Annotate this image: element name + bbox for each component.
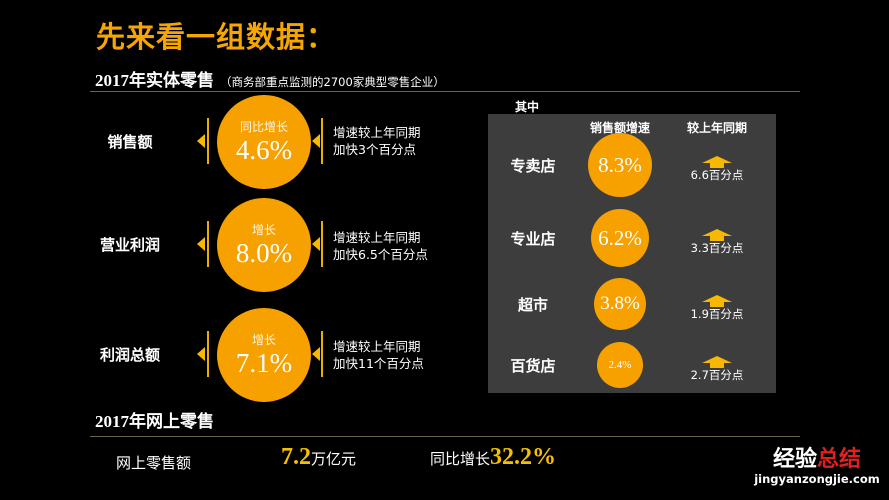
metric-label: 营业利润 <box>99 236 160 254</box>
breakdown-heading: 其中 <box>515 100 540 114</box>
offline-heading: 2017年实体零售 （商务部重点监测的2700家典型零售企业） <box>95 66 445 91</box>
growth-circle: 6.2% <box>591 209 649 267</box>
store-type-label: 专卖店 <box>510 157 556 175</box>
metric-note: 增速较上年同期 加快11个百分点 <box>333 338 424 372</box>
metric-note: 增速较上年同期 加快6.5个百分点 <box>333 229 428 263</box>
change-text: 1.9百分点 <box>690 307 744 321</box>
online-label: 网上零售额 <box>116 454 192 472</box>
triangle-icon <box>197 347 205 361</box>
metric-circle: 同比增长 4.6% <box>217 95 311 189</box>
note-line: 加快11个百分点 <box>333 356 424 371</box>
divider <box>321 331 323 377</box>
amount-unit: 万亿元 <box>311 450 357 468</box>
divider <box>321 221 323 267</box>
watermark-url: jingyanzongjie.com <box>754 472 880 486</box>
up-arrow-icon <box>702 229 732 241</box>
metric-note: 增速较上年同期 加快3个百分点 <box>333 124 421 158</box>
column-header: 销售额增速 <box>589 121 650 135</box>
store-type-label: 专业店 <box>510 230 556 248</box>
triangle-icon <box>197 237 205 251</box>
change-text: 2.7百分点 <box>690 368 744 382</box>
note-line: 增速较上年同期 <box>333 125 421 140</box>
up-arrow-icon <box>702 295 732 307</box>
column-header: 较上年同期 <box>686 121 747 135</box>
page-title: 先来看一组数据： <box>96 20 337 54</box>
divider <box>207 118 209 164</box>
metric-value: 7.1% <box>235 348 293 378</box>
change-text: 3.3百分点 <box>690 241 744 255</box>
growth-label: 同比增长 <box>430 450 491 468</box>
circle-caption: 增长 <box>251 333 276 347</box>
metric-value: 4.6% <box>235 135 293 165</box>
watermark-text: 经验 <box>772 447 817 472</box>
circle-caption: 同比增长 <box>239 120 288 134</box>
note-line: 增速较上年同期 <box>333 230 421 245</box>
metric-value: 8.0% <box>235 238 293 268</box>
triangle-icon <box>312 347 320 361</box>
online-growth: 同比增长32.2% <box>430 444 556 471</box>
offline-note: （商务部重点监测的2700家典型零售企业） <box>220 75 445 89</box>
divider <box>90 436 800 437</box>
online-heading: 2017年网上零售 <box>95 412 214 431</box>
triangle-icon <box>197 134 205 148</box>
store-type-label: 超市 <box>517 296 548 314</box>
amount-value: 7.2 <box>281 444 311 470</box>
offline-heading-text: 2017年实体零售 <box>95 71 214 90</box>
growth-circle: 3.8% <box>594 278 646 330</box>
online-amount: 7.2万亿元 <box>281 444 356 471</box>
watermark-logo: 经验总结 jingyanzongjie.com <box>752 447 882 487</box>
growth-value: 32.2% <box>490 444 557 470</box>
divider <box>207 331 209 377</box>
triangle-icon <box>312 134 320 148</box>
watermark-text: 总结 <box>817 447 862 472</box>
divider <box>207 221 209 267</box>
divider <box>321 118 323 164</box>
triangle-icon <box>312 237 320 251</box>
change-text: 6.6百分点 <box>690 168 744 182</box>
divider <box>90 91 800 92</box>
up-arrow-icon <box>702 156 732 168</box>
metric-label: 销售额 <box>107 133 153 151</box>
metric-label: 利润总额 <box>99 346 160 364</box>
store-type-label: 百货店 <box>510 357 556 375</box>
growth-circle: 8.3% <box>588 133 652 197</box>
note-line: 加快3个百分点 <box>333 142 416 157</box>
growth-circle: 2.4% <box>597 342 643 388</box>
note-line: 增速较上年同期 <box>333 339 421 354</box>
metric-circle: 增长 8.0% <box>217 198 311 292</box>
metric-circle: 增长 7.1% <box>217 308 311 402</box>
note-line: 加快6.5个百分点 <box>333 247 428 262</box>
circle-caption: 增长 <box>251 223 276 237</box>
up-arrow-icon <box>702 356 732 368</box>
